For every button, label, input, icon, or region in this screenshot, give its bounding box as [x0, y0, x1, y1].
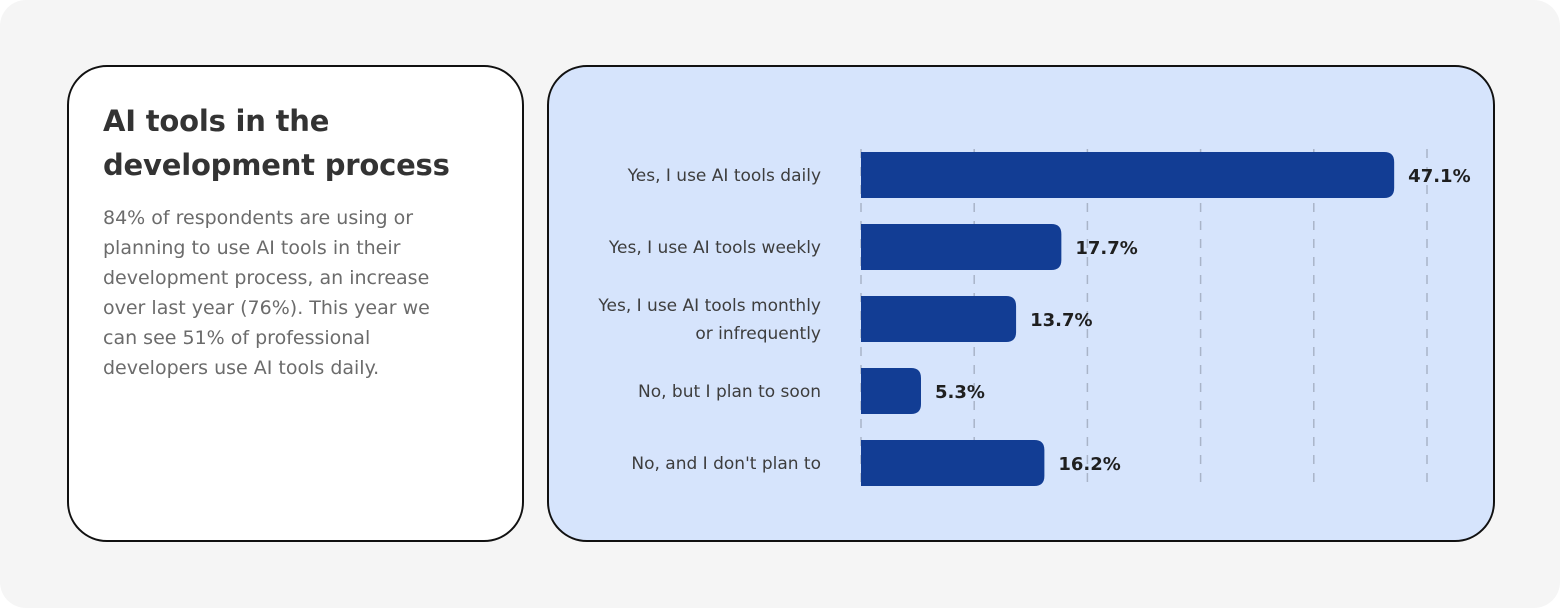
category-labels: Yes, I use AI tools daily Yes, I use AI t…: [597, 166, 821, 474]
card-title-line-1: AI tools in the: [103, 104, 330, 138]
category-label: or infrequently: [695, 324, 821, 344]
bar: [861, 368, 921, 414]
description-line-3: development process, an increase: [103, 267, 430, 289]
category-label: No, and I don't plan to: [631, 454, 821, 474]
card-description: 84% of respondents are using or planning…: [103, 203, 488, 383]
value-label: 13.7%: [1030, 310, 1092, 331]
bars: [861, 152, 1395, 486]
description-line-5: can see 51% of professional: [103, 327, 371, 349]
chart-card: Yes, I use AI tools daily Yes, I use AI t…: [547, 65, 1495, 542]
description-line-4: over last year (76%). This year we: [103, 297, 430, 319]
value-labels: 47.1% 17.7% 13.7% 5.3% 16.2%: [935, 166, 1471, 475]
bar: [861, 296, 1017, 342]
value-label: 47.1%: [1408, 166, 1470, 187]
bar: [861, 152, 1395, 198]
category-label: Yes, I use AI tools monthly: [597, 296, 821, 316]
value-label: 17.7%: [1075, 238, 1137, 259]
card-title: AI tools in the development process: [103, 99, 488, 187]
category-label: Yes, I use AI tools daily: [627, 166, 821, 186]
card-title-line-2: development process: [103, 148, 450, 182]
description-line-6: developers use AI tools daily.: [103, 357, 380, 379]
category-label: No, but I plan to soon: [638, 382, 821, 402]
value-label: 16.2%: [1058, 454, 1120, 475]
info-card: AI tools in the development process 84% …: [67, 65, 524, 542]
value-label: 5.3%: [935, 382, 985, 403]
description-line-2: planning to use AI tools in their: [103, 237, 401, 259]
category-label: Yes, I use AI tools weekly: [608, 238, 821, 258]
bar-chart: Yes, I use AI tools daily Yes, I use AI t…: [597, 149, 1471, 491]
description-line-1: 84% of respondents are using or: [103, 207, 414, 229]
bar: [861, 224, 1062, 270]
bar: [861, 440, 1045, 486]
